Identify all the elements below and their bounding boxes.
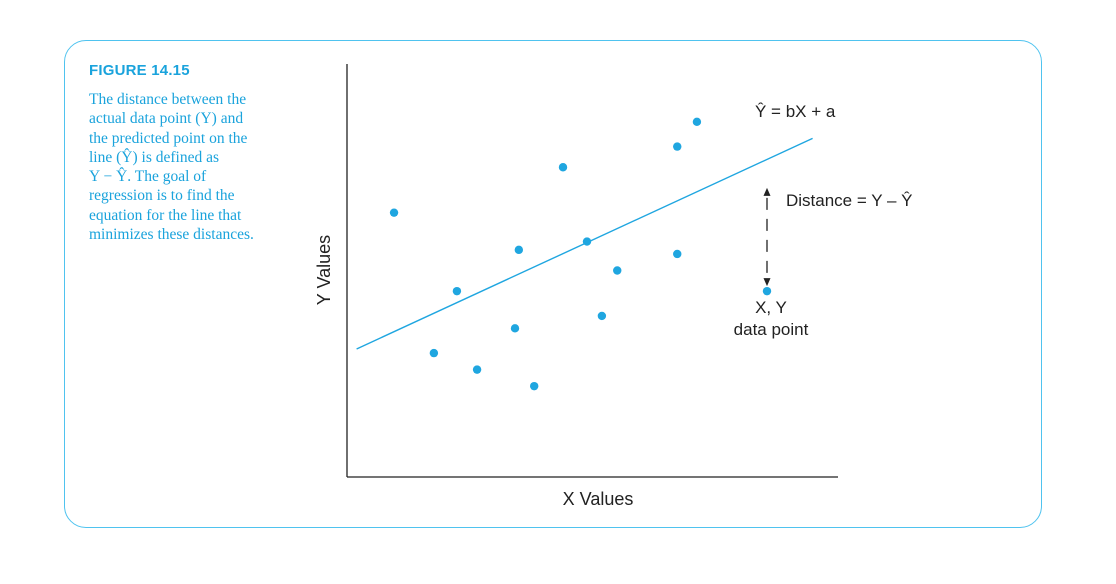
chart-axes [346, 64, 838, 478]
equation-label: Ŷ = bX + a [755, 102, 836, 121]
distance-arrow-down [763, 278, 771, 287]
distance-arrow-up [763, 187, 771, 196]
data-point-1 [389, 208, 399, 217]
figure-frame [64, 40, 1042, 528]
data-point-8 [558, 163, 568, 172]
distance-label: Distance = Y – Ŷ [786, 191, 912, 210]
data-point-label-text: data point [734, 320, 809, 339]
data-point-11 [613, 266, 622, 275]
data-point-15 [762, 286, 772, 296]
data-point-13 [673, 142, 682, 151]
data-point-12 [673, 249, 682, 259]
data-point-5 [510, 324, 520, 333]
data-point-6 [514, 245, 524, 255]
data-point-10 [582, 237, 592, 246]
data-point-3 [452, 286, 462, 296]
x-axis-title: X Values [563, 489, 634, 509]
y-axis-title: Y Values [314, 235, 334, 305]
chart-marks [356, 117, 813, 391]
data-point-7 [530, 381, 539, 391]
data-point-2 [429, 348, 439, 358]
data-point-14 [692, 117, 702, 127]
data-point-label-xy: X, Y [755, 298, 787, 317]
figure-caption: The distance between the actual data poi… [89, 91, 254, 244]
data-point-4 [472, 365, 482, 374]
data-point-9 [597, 311, 607, 321]
figure-label: FIGURE 14.15 [89, 62, 190, 79]
